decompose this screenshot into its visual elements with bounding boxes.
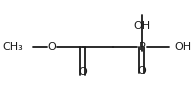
Text: P: P xyxy=(138,42,145,52)
Text: CH₃: CH₃ xyxy=(2,42,23,52)
Text: O: O xyxy=(48,42,56,52)
Text: OH: OH xyxy=(133,21,151,31)
Text: O: O xyxy=(137,66,146,76)
Text: OH: OH xyxy=(174,42,191,52)
Text: O: O xyxy=(78,67,87,77)
